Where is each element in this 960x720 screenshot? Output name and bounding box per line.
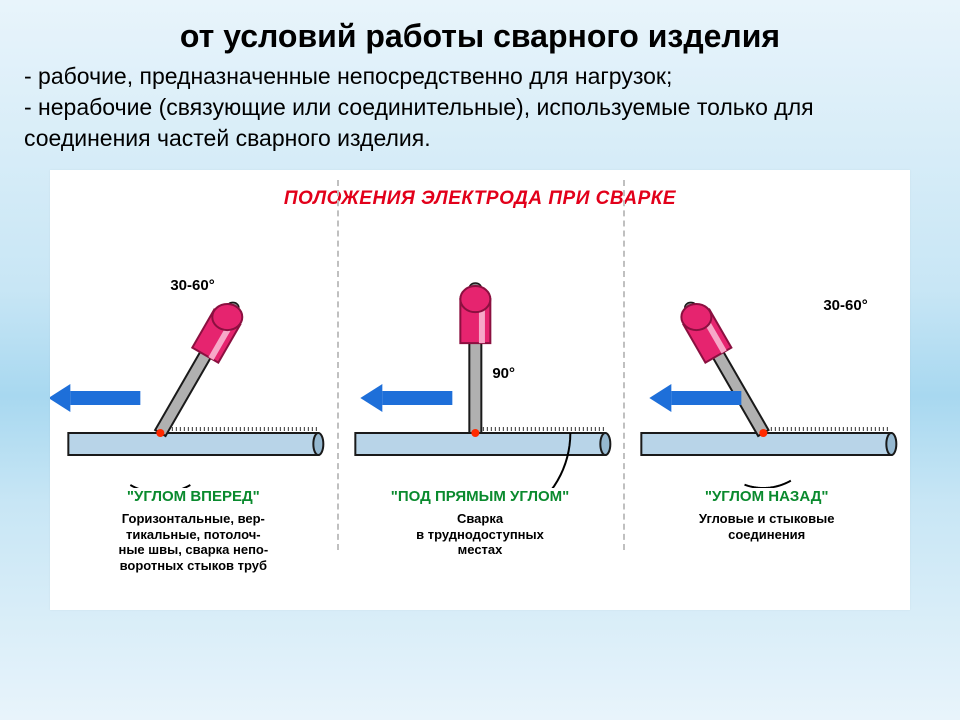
caption-title: "УГЛОМ ВПЕРЕД": [58, 488, 329, 505]
panel-straight: 90° "ПОД ПРЯМЫМ УГЛОМ" Сваркав труднодост…: [337, 218, 624, 610]
caption-straight: "ПОД ПРЯМЫМ УГЛОМ" Сваркав труднодоступны…: [337, 488, 624, 558]
diagram-title: ПОЛОЖЕНИЯ ЭЛЕКТРОДА ПРИ СВАРКЕ: [50, 188, 910, 210]
caption-desc: Угловые и стыковыесоединения: [631, 511, 902, 542]
scene-forward: 30-60°: [50, 218, 337, 488]
electrode-icon: [460, 283, 490, 437]
caption-title: "УГЛОМ НАЗАД": [631, 488, 902, 505]
angle-label: 90°: [492, 365, 515, 382]
direction-arrow-icon: [360, 384, 452, 412]
electrode-icon: [682, 303, 769, 438]
caption-backward: "УГЛОМ НАЗАД" Угловые и стыковыесоединени…: [623, 488, 910, 542]
angle-label: 30-60°: [170, 277, 214, 294]
panel-forward: 30-60° "УГЛОМ ВПЕРЕД" Горизонтальные, вер…: [50, 218, 337, 610]
scene-straight: 90°: [337, 218, 624, 488]
diagram-container: ПОЛОЖЕНИЯ ЭЛЕКТРОДА ПРИ СВАРКЕ 30-60° "У…: [50, 170, 910, 610]
caption-title: "ПОД ПРЯМЫМ УГЛОМ": [345, 488, 616, 505]
angle-label: 30-60°: [824, 297, 868, 314]
scene-backward: 30-60°: [623, 218, 910, 488]
subtitle-line2: - нерабочие (связующие или соединительны…: [24, 92, 936, 154]
panel-backward: 30-60° "УГЛОМ НАЗАД" Угловые и стыковыесо…: [623, 218, 910, 610]
direction-arrow-icon: [50, 384, 140, 412]
subtitle-line1: - рабочие, предназначенные непосредствен…: [24, 61, 936, 92]
caption-forward: "УГЛОМ ВПЕРЕД" Горизонтальные, вер-тикаль…: [50, 488, 337, 573]
caption-desc: Горизонтальные, вер-тикальные, потолоч-н…: [58, 511, 329, 573]
electrode-icon: [155, 303, 242, 438]
page-title: от условий работы сварного изделия: [24, 18, 936, 55]
caption-desc: Сваркав труднодоступныхместах: [345, 511, 616, 558]
panels-row: 30-60° "УГЛОМ ВПЕРЕД" Горизонтальные, вер…: [50, 218, 910, 610]
direction-arrow-icon: [650, 384, 742, 412]
